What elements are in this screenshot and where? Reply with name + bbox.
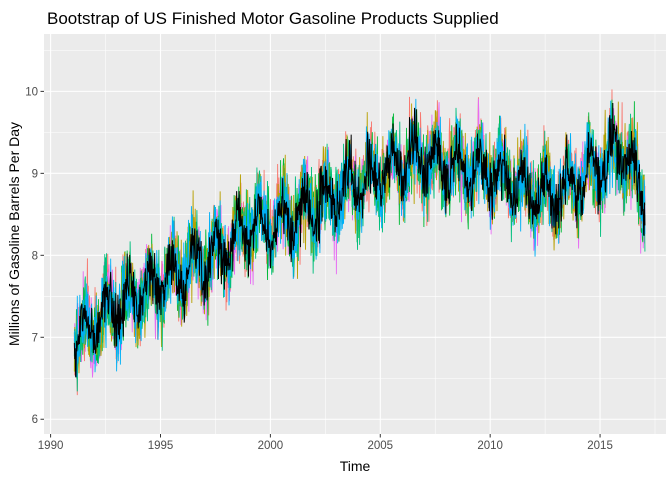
y-axis-title: Millions of Gasoline Barrels Per Day [6, 122, 22, 346]
y-axis: 6 7 8 9 10 [25, 86, 44, 426]
y-tick-label: 10 [25, 86, 38, 98]
x-tick-label: 2000 [258, 440, 284, 452]
x-tick-label: 2010 [477, 440, 503, 452]
original-series-line [73, 103, 646, 378]
y-tick-label: 7 [32, 332, 38, 344]
x-axis: 1990 1995 2000 2005 2010 2015 [38, 434, 613, 452]
y-tick-label: 9 [32, 168, 38, 180]
x-tick-label: 2005 [367, 440, 393, 452]
bootstrap-series-line [73, 101, 646, 374]
x-tick-label: 2015 [587, 440, 613, 452]
series-layer [73, 89, 646, 396]
panel-background [44, 34, 666, 434]
y-tick-label: 6 [32, 414, 38, 426]
bootstrap-series-line [73, 98, 646, 378]
y-tick-label: 8 [32, 250, 38, 262]
x-tick-label: 1990 [38, 440, 64, 452]
chart-title: Bootstrap of US Finished Motor Gasoline … [47, 9, 499, 28]
x-axis-title: Time [340, 458, 371, 474]
x-tick-label: 1995 [148, 440, 174, 452]
